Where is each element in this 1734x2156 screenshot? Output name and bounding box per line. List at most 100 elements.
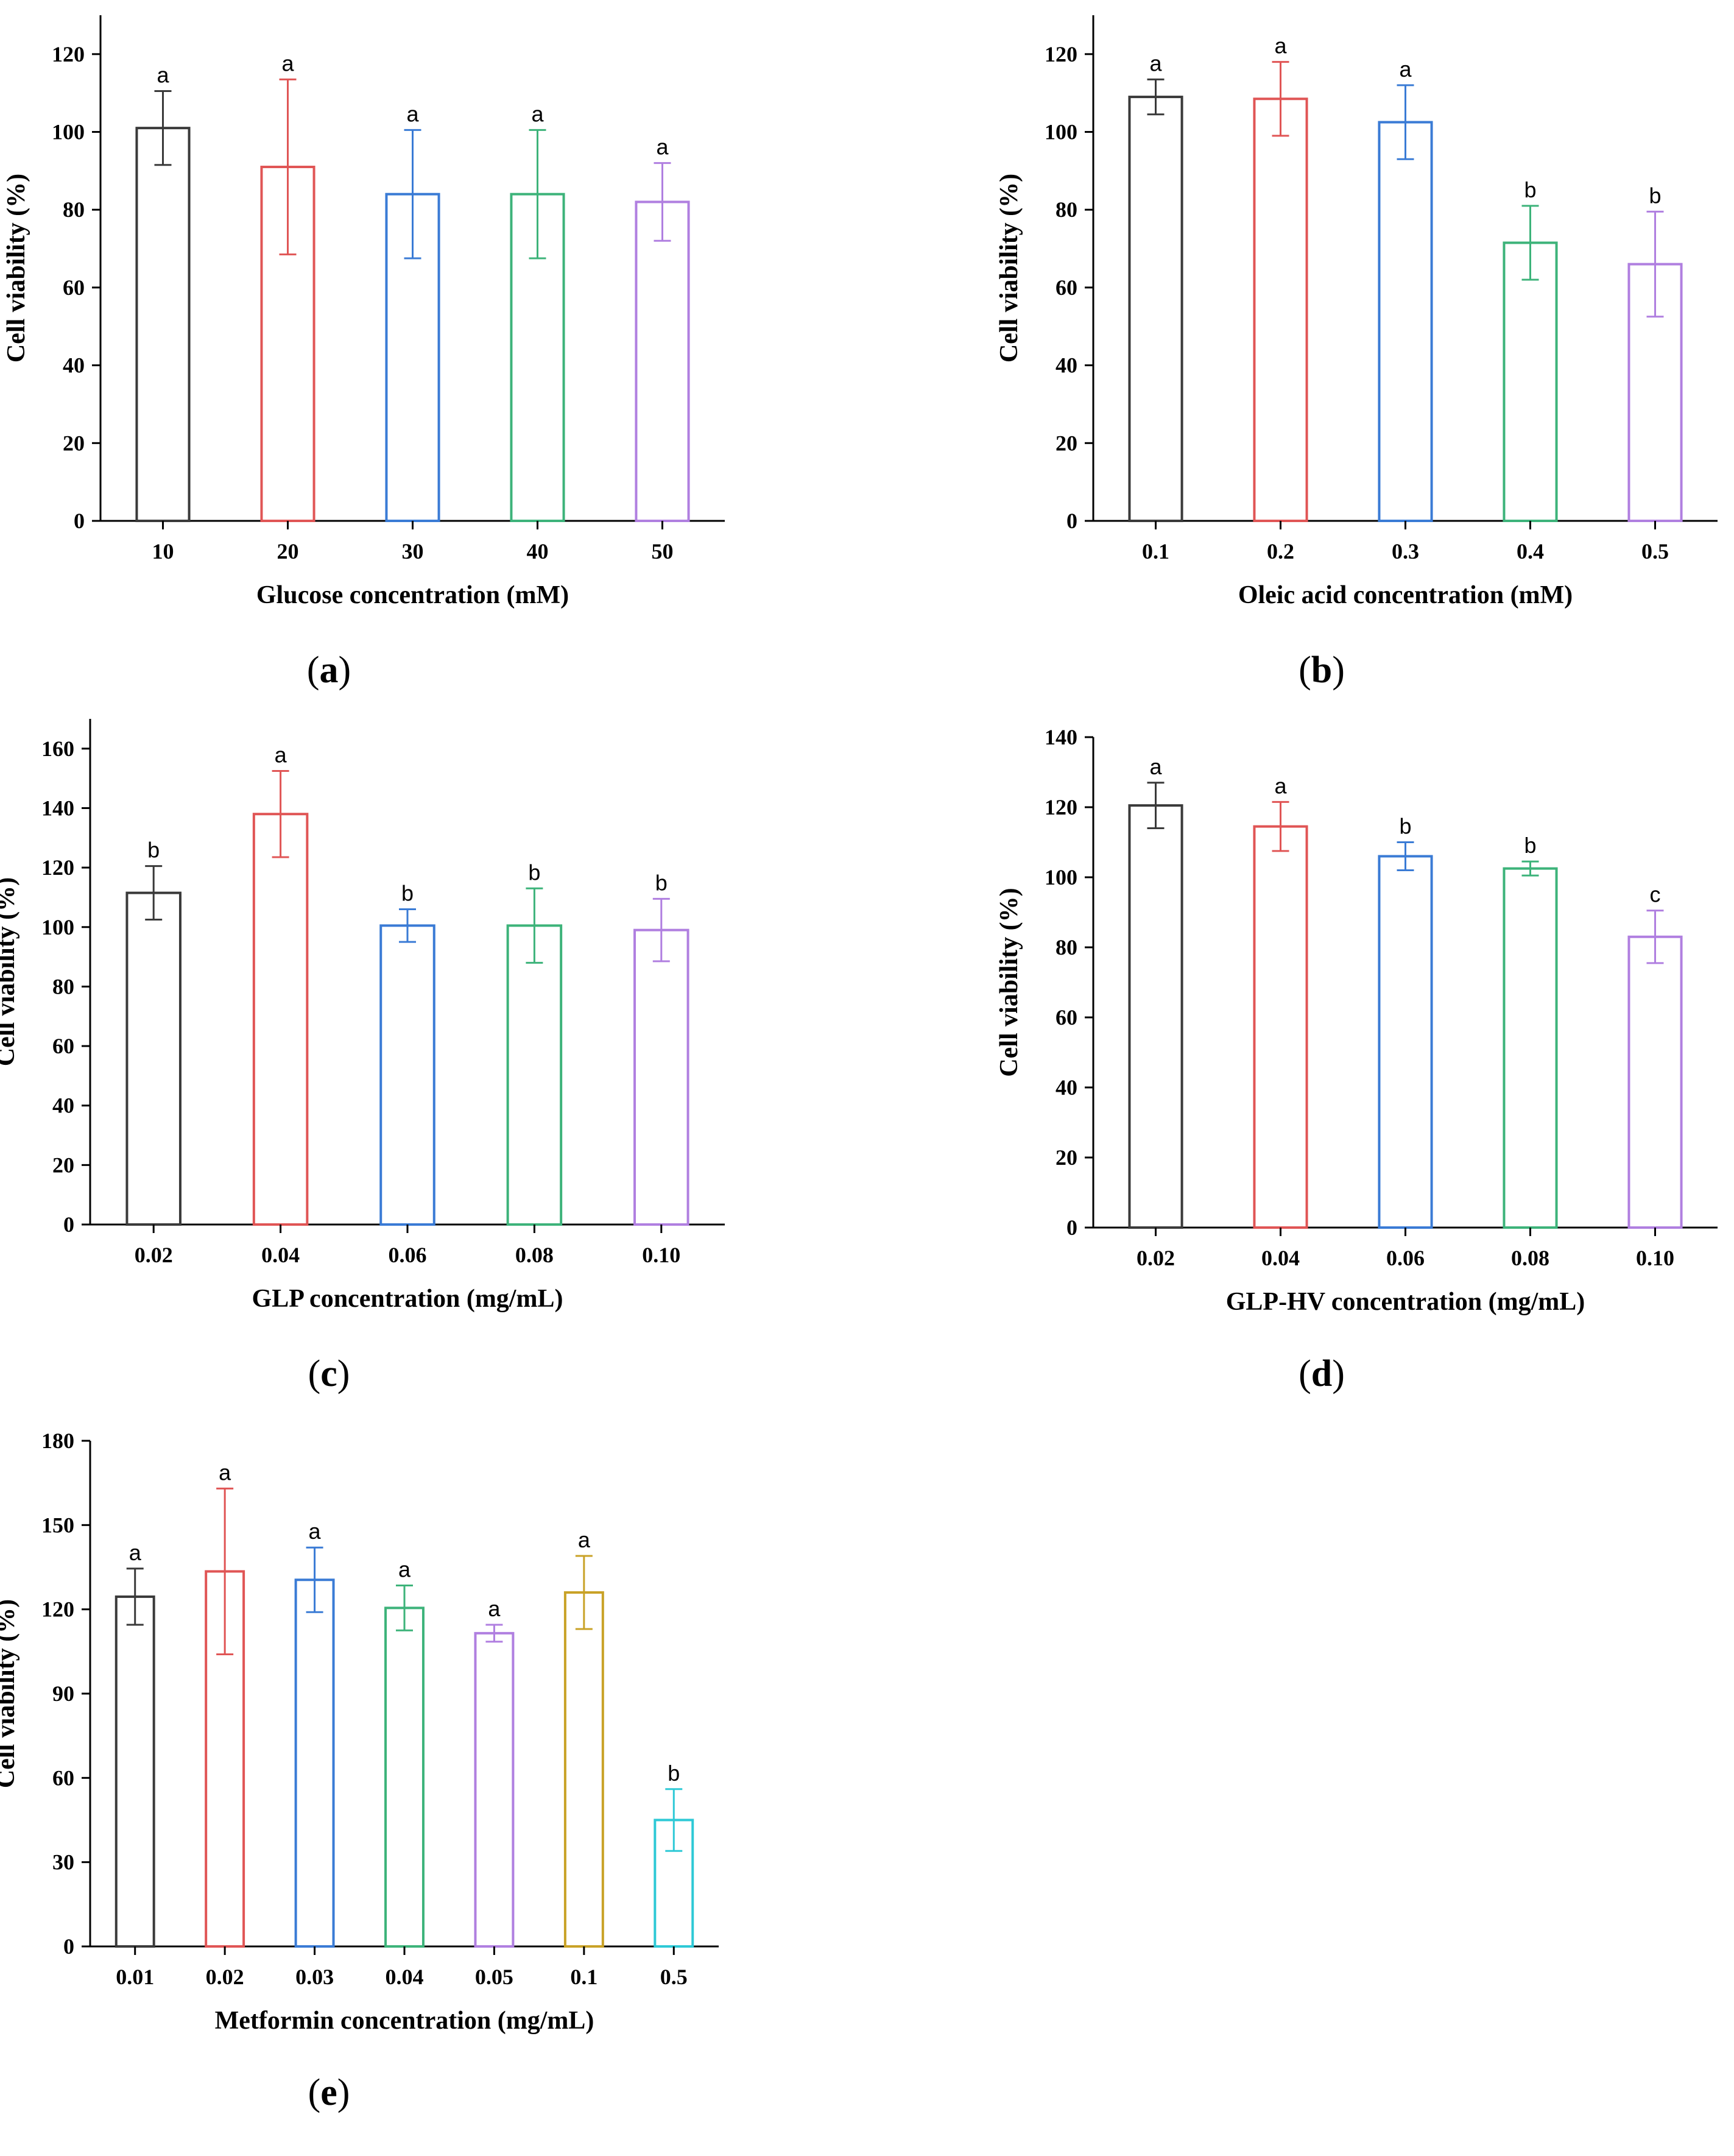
x-tick-label: 0.05 <box>475 1965 513 1989</box>
caption-close-paren: ) <box>1332 1353 1345 1394</box>
chart-panel-c: 0 20 40 60 80 100 120 140 160 b 0.02 a 0.04 b 0.06 b 0.0… <box>0 719 725 1394</box>
x-tick-label: 0.08 <box>1511 1246 1549 1270</box>
y-tick-label: 150 <box>41 1513 74 1537</box>
significance-label: b <box>1524 833 1536 858</box>
y-tick-label: 180 <box>41 1429 74 1453</box>
y-tick-label: 100 <box>52 120 85 144</box>
y-axis-title: Cell viability (%) <box>995 888 1023 1076</box>
caption-close-paren: ) <box>339 649 351 691</box>
bar <box>563 1591 604 1948</box>
significance-label: a <box>1149 51 1162 76</box>
x-tick-label: 0.02 <box>206 1965 244 1989</box>
panel-caption: (a) <box>307 649 351 691</box>
caption-open-paren: ( <box>308 1353 321 1394</box>
bar <box>379 924 435 1226</box>
x-tick-label: 0.08 <box>515 1243 554 1267</box>
caption-open-paren: ( <box>1299 649 1311 691</box>
y-tick-label: 40 <box>1056 353 1077 378</box>
bar <box>294 1578 335 1948</box>
significance-label: a <box>1399 57 1412 82</box>
panel-caption: (d) <box>1299 1353 1345 1394</box>
bar <box>125 891 182 1226</box>
bar <box>635 200 690 522</box>
bar <box>1128 804 1183 1229</box>
x-tick-label: 0.04 <box>261 1243 300 1267</box>
y-tick-label: 0 <box>1066 1215 1077 1240</box>
x-tick-label: 30 <box>402 539 424 564</box>
y-tick-label: 20 <box>52 1153 74 1177</box>
x-tick-label: 0.04 <box>386 1965 424 1989</box>
x-tick-label: 0.10 <box>642 1243 680 1267</box>
y-tick-label: 100 <box>41 915 74 939</box>
significance-label: a <box>129 1540 142 1565</box>
y-tick-label: 30 <box>52 1850 74 1875</box>
y-axis-title: Cell viability (%) <box>995 174 1023 362</box>
x-tick-label: 0.5 <box>660 1965 688 1989</box>
caption-letter: b <box>1311 649 1332 691</box>
panel-caption: (c) <box>308 1353 350 1394</box>
y-tick-label: 90 <box>52 1681 74 1706</box>
x-tick-label: 0.10 <box>1636 1246 1674 1270</box>
y-tick-label: 80 <box>1056 197 1077 222</box>
y-tick-label: 40 <box>1056 1075 1077 1100</box>
significance-label: a <box>275 742 287 767</box>
y-axis-title: Cell viability (%) <box>2 174 30 362</box>
y-tick-label: 140 <box>41 796 74 820</box>
caption-letter: a <box>320 649 339 691</box>
y-tick-label: 100 <box>1045 865 1077 889</box>
significance-label: b <box>1524 177 1536 202</box>
caption-open-paren: ( <box>308 2072 321 2113</box>
bar <box>135 127 191 522</box>
y-tick-label: 60 <box>63 275 85 300</box>
x-tick-label: 0.06 <box>1386 1246 1425 1270</box>
y-tick-label: 0 <box>74 509 85 533</box>
y-tick-label: 60 <box>52 1034 74 1058</box>
x-tick-label: 40 <box>527 539 549 564</box>
y-tick-label: 20 <box>63 431 85 455</box>
bar <box>252 813 309 1226</box>
bar <box>384 1606 425 1948</box>
caption-close-paren: ) <box>337 1353 350 1394</box>
significance-label: a <box>281 51 294 76</box>
y-tick-label: 80 <box>52 974 74 998</box>
x-tick-label: 0.06 <box>389 1243 427 1267</box>
y-tick-label: 0 <box>63 1934 74 1959</box>
y-tick-label: 120 <box>41 1597 74 1622</box>
x-tick-label: 0.02 <box>1137 1246 1175 1270</box>
caption-letter: e <box>320 2072 337 2113</box>
significance-label: a <box>309 1519 322 1544</box>
x-axis-title: Oleic acid concentration (mM) <box>1238 581 1573 609</box>
x-tick-label: 0.1 <box>1142 539 1169 564</box>
bar <box>1503 241 1558 522</box>
bar <box>1627 935 1683 1229</box>
y-tick-label: 120 <box>41 855 74 880</box>
x-tick-label: 10 <box>152 539 174 564</box>
bar <box>633 928 689 1226</box>
bar <box>1503 867 1558 1229</box>
x-axis-title: Glucose concentration (mM) <box>256 581 569 609</box>
y-tick-label: 80 <box>63 197 85 222</box>
significance-label: a <box>406 101 419 126</box>
y-axis-title: Cell viability (%) <box>0 1599 20 1788</box>
y-axis-title: Cell viability (%) <box>0 877 20 1066</box>
caption-open-paren: ( <box>1299 1353 1311 1394</box>
caption-letter: d <box>1311 1353 1332 1394</box>
caption-close-paren: ) <box>337 2072 350 2113</box>
x-tick-label: 0.03 <box>295 1965 334 1989</box>
x-tick-label: 0.02 <box>135 1243 173 1267</box>
x-tick-label: 0.1 <box>570 1965 597 1989</box>
bar <box>1253 825 1308 1229</box>
chart-panel-b: 0 20 40 60 80 100 120 a 0.1 a 0.2 a 0.3 b 0.4 b 0.5 Oleic… <box>995 15 1718 691</box>
panel-caption: (e) <box>308 2072 350 2113</box>
x-axis-title: Metformin concentration (mg/mL) <box>215 2007 594 2035</box>
significance-label: a <box>1149 754 1162 779</box>
y-tick-label: 60 <box>1056 275 1077 300</box>
chart-panel-e: 0 30 60 90 120 150 180 a 0.01 a 0.02 a 0.03 a 0.04 a 0.0… <box>0 1429 719 2113</box>
significance-label: a <box>1274 773 1287 798</box>
significance-label: b <box>1399 814 1411 839</box>
significance-label: b <box>528 860 540 885</box>
significance-label: a <box>578 1527 591 1552</box>
significance-label: a <box>1274 34 1287 58</box>
x-tick-label: 0.4 <box>1517 539 1544 564</box>
